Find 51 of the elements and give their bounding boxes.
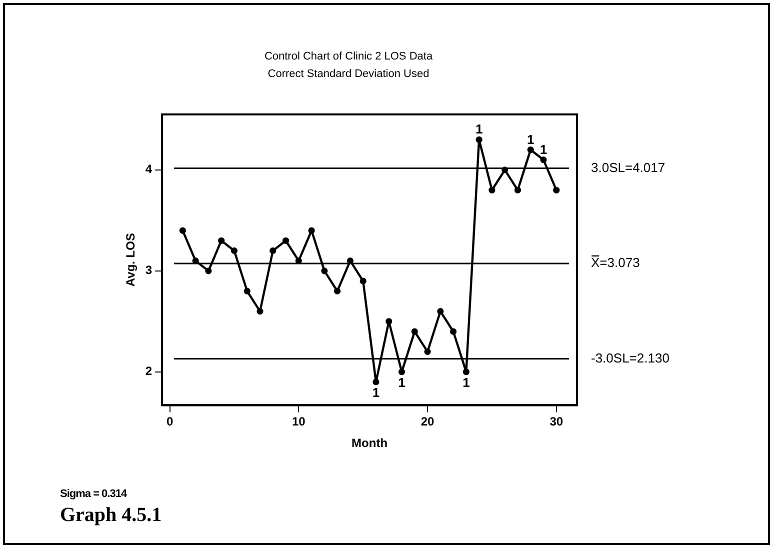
annotation: 1 [398,374,406,390]
point [295,258,302,264]
point [256,308,264,315]
point [308,227,315,234]
chart-title: Control Chart of Clinic 2 LOS Data [264,50,434,63]
point [462,368,470,376]
x-axis-title: Month [352,436,388,450]
y-tick-label: 4 [145,162,152,176]
y-tick-label: 2 [145,364,152,378]
y-tick-label: 3 [145,263,152,278]
point [218,237,225,244]
point [360,278,366,284]
point [411,328,418,335]
point [270,247,276,254]
x-tick-label: 10 [292,414,306,429]
point [334,288,341,294]
annotation: 1 [540,142,548,157]
x-tick-label: 30 [550,414,564,429]
y-axis-title: Avg. LOS [124,233,138,287]
caption: Graph 4.5.1 [60,504,162,527]
annotation: 1 [475,122,483,137]
annotation: 1 [462,374,470,390]
point [437,308,444,315]
x-tick-label: 20 [420,414,435,429]
point [527,146,534,154]
point [346,258,354,264]
point [282,237,290,244]
point [386,318,392,325]
point [488,186,496,194]
point [230,247,238,254]
point [553,186,560,194]
chart-subtitle: Correct Standard Deviation Used [268,68,430,80]
point [398,368,406,376]
ref-line-label: 3.0SL=4.017 [591,160,666,175]
point [179,227,186,234]
point [205,268,212,274]
annotation: 1 [372,385,380,400]
point [372,378,380,386]
point [424,348,431,355]
point [321,268,328,274]
ref-line-label: -3.0SL=2.130 [591,350,670,366]
point [244,288,250,294]
text: Sigma = 0.314 [60,488,128,500]
ref-line-label: X̿=3.073 [591,255,640,270]
x-tick-label: 0 [166,414,174,429]
point [450,328,457,335]
point [540,156,547,164]
point [514,186,522,194]
annotation: 1 [526,132,534,147]
point [476,136,482,143]
point [192,258,199,264]
